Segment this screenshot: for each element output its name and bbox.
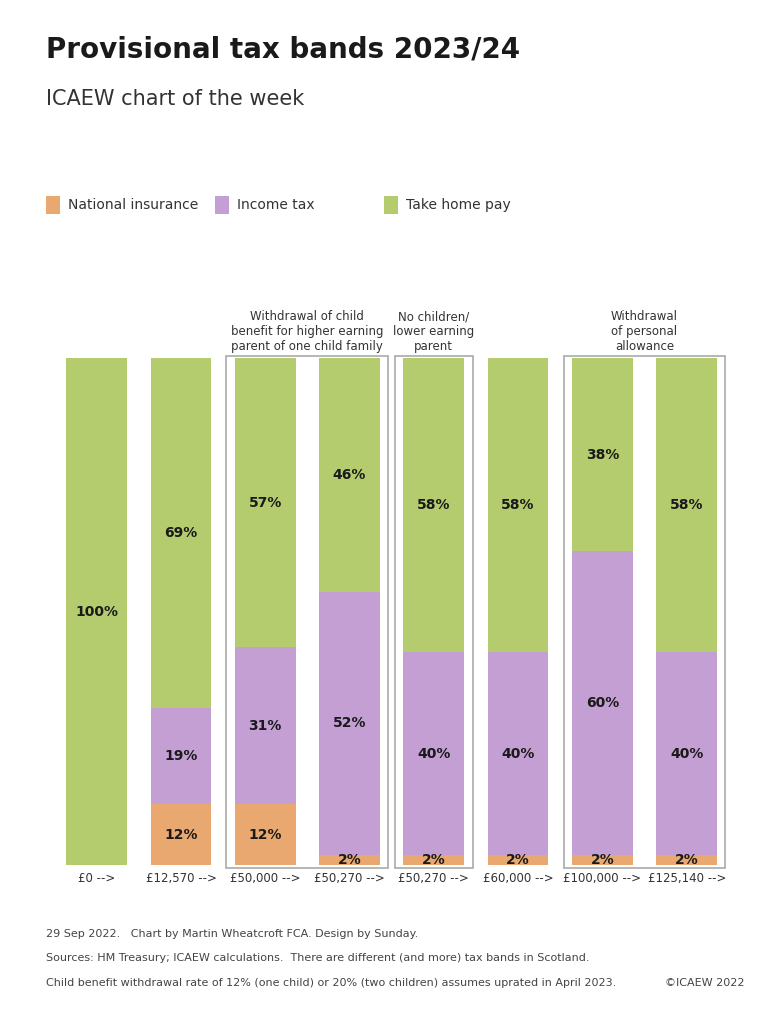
Bar [657,358,717,652]
Text: 29 Sep 2022.   Chart by Martin Wheatcroft FCA. Design by Sunday.: 29 Sep 2022. Chart by Martin Wheatcroft … [46,929,419,939]
Bar [488,855,548,865]
Bar [66,358,127,865]
Text: 40%: 40% [502,746,535,761]
Bar [151,709,211,805]
Text: 60%: 60% [586,696,619,710]
Text: 12%: 12% [164,827,197,842]
Text: 38%: 38% [586,447,619,462]
Text: 58%: 58% [670,499,703,512]
Text: Provisional tax bands 2023/24: Provisional tax bands 2023/24 [46,36,520,63]
Text: Take home pay: Take home pay [406,198,510,212]
Text: 2%: 2% [338,853,362,867]
Bar [235,647,296,805]
Bar [319,855,380,865]
Text: National insurance: National insurance [68,198,198,212]
Text: 57%: 57% [249,496,282,510]
Bar [657,855,717,865]
Bar [488,358,548,652]
Text: 52%: 52% [333,717,366,730]
Text: No children/
lower earning
parent: No children/ lower earning parent [393,310,475,353]
Bar [657,652,717,855]
Text: 31%: 31% [249,719,282,733]
Text: ICAEW chart of the week: ICAEW chart of the week [46,89,304,110]
Text: 40%: 40% [670,746,703,761]
Text: Child benefit withdrawal rate of 12% (one child) or 20% (two children) assumes u: Child benefit withdrawal rate of 12% (on… [46,978,617,988]
Text: Withdrawal
of personal
allowance: Withdrawal of personal allowance [611,310,678,353]
Text: 100%: 100% [75,605,118,618]
Bar [403,652,464,855]
Text: 12%: 12% [249,827,282,842]
Bar [572,551,633,855]
Bar [319,358,380,592]
Bar [151,805,211,865]
Text: 2%: 2% [675,853,699,867]
Bar [488,652,548,855]
Bar [403,358,464,652]
Bar [319,592,380,855]
Bar [403,855,464,865]
Text: 40%: 40% [417,746,451,761]
Text: 58%: 58% [417,499,451,512]
Bar [572,855,633,865]
Bar [151,358,211,709]
Text: ©ICAEW 2022: ©ICAEW 2022 [665,978,745,988]
Text: 2%: 2% [422,853,445,867]
Text: 2%: 2% [591,853,614,867]
Text: 46%: 46% [333,468,366,482]
Text: Income tax: Income tax [237,198,314,212]
Bar [572,358,633,551]
Text: 58%: 58% [502,499,535,512]
Bar [235,805,296,865]
Text: 2%: 2% [506,853,530,867]
Text: Sources: HM Treasury; ICAEW calculations.  There are different (and more) tax ba: Sources: HM Treasury; ICAEW calculations… [46,953,590,964]
Bar [235,358,296,647]
Text: 69%: 69% [164,526,197,541]
Text: Withdrawal of child
benefit for higher earning
parent of one child family: Withdrawal of child benefit for higher e… [231,310,384,353]
Text: 19%: 19% [164,750,197,763]
